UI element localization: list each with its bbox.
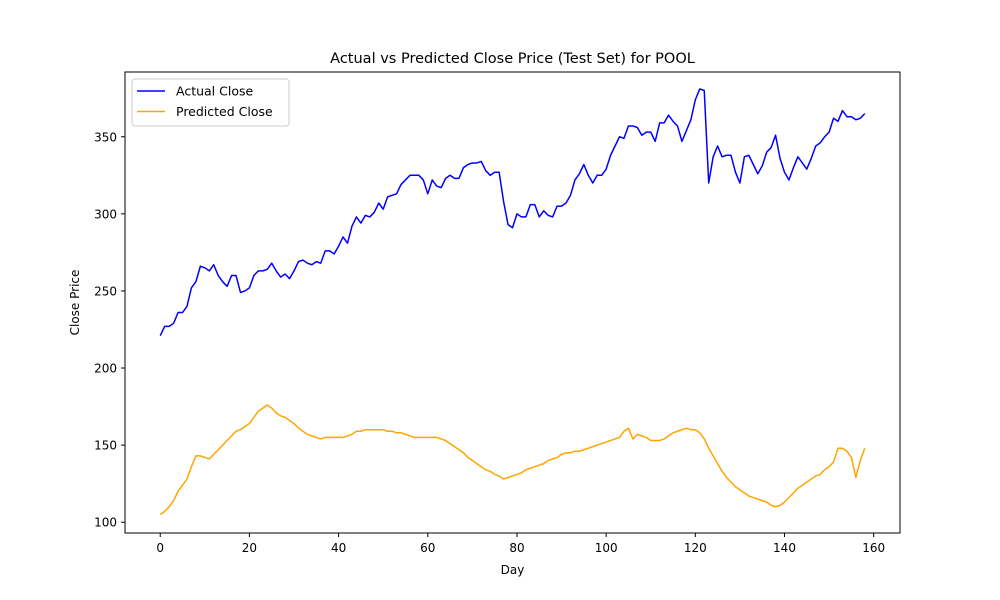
chart-title: Actual vs Predicted Close Price (Test Se… [330,51,695,67]
series-layer [159,88,866,516]
legend: Actual Close Predicted Close [131,78,290,127]
y-axis: 100 150 200 250 300 350 [94,130,125,530]
x-tick-label: 100 [595,541,618,555]
legend-label-predicted-close: Predicted Close [176,104,273,119]
y-tick-label: 100 [94,516,117,530]
x-tick-label: 140 [773,541,796,555]
legend-label-actual-close: Actual Close [176,84,253,99]
x-tick-label: 40 [331,541,346,555]
series-line-predicted-close [159,404,866,516]
plot-frame [124,71,901,534]
y-tick-label: 250 [94,284,117,298]
y-tick-label: 150 [94,439,117,453]
x-axis-label: Day [501,563,525,577]
y-axis-label: Close Price [68,270,82,336]
x-tick-label: 60 [420,541,435,555]
x-tick-label: 120 [684,541,707,555]
y-tick-label: 300 [94,207,117,221]
x-tick-label: 80 [509,541,524,555]
legend-box [131,78,290,127]
x-tick-label: 0 [156,541,164,555]
y-tick-label: 200 [94,362,117,376]
x-axis: 0 20 40 60 80 100 120 140 160 [156,533,885,555]
x-tick-label: 20 [242,541,257,555]
series-line-actual-close [159,88,866,336]
x-tick-label: 160 [862,541,885,555]
y-tick-label: 350 [94,130,117,144]
